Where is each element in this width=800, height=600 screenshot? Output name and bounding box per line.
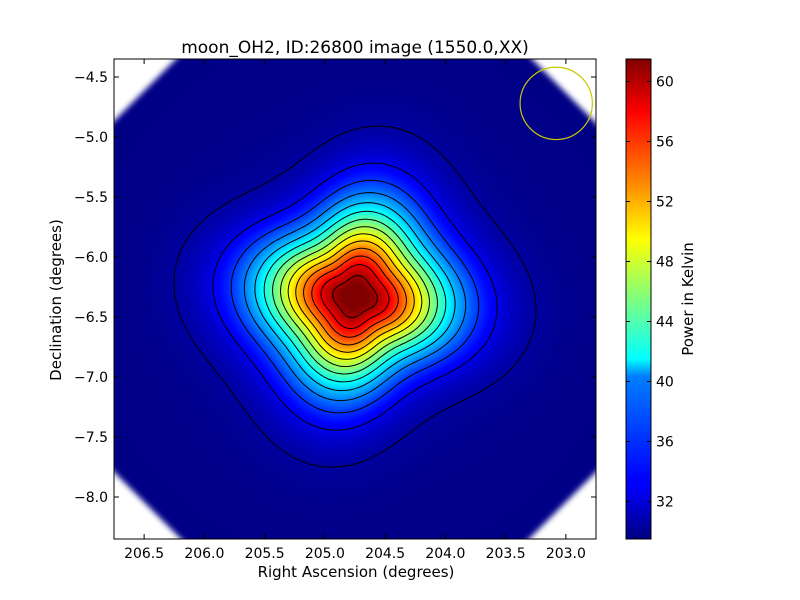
colorbar-ticks: 32 36 40 44 48 52 56 60 <box>626 75 674 511</box>
x-tick-label: 206.0 <box>184 546 224 562</box>
heatmap-image <box>114 59 596 539</box>
x-axis-ticks: 206.5 206.0 205.5 205.0 204.5 204.0 203.5 203.0 <box>124 59 586 562</box>
contour-line <box>272 218 438 375</box>
contour-line <box>303 247 407 346</box>
colorbar-tick-label: 60 <box>656 75 674 91</box>
y-tick-label: −5.0 <box>74 130 108 146</box>
mask-top-left <box>114 59 176 121</box>
y-tick-label: −6.5 <box>74 310 108 326</box>
x-tick-label: 204.5 <box>365 546 405 562</box>
contour-lines <box>173 125 537 468</box>
y-axis-ticks: −4.5 −5.0 −5.5 −6.0 −6.5 −7.0 −7.5 −8.0 <box>74 70 596 506</box>
mask-bottom-right <box>529 472 596 539</box>
contour-line <box>295 240 415 353</box>
x-tick-label: 205.0 <box>305 546 345 562</box>
mask-top-right <box>532 59 596 123</box>
beam-circle <box>519 66 593 141</box>
y-tick-label: −7.5 <box>74 430 108 446</box>
colorbar-tick-label: 52 <box>656 195 674 211</box>
contour-line <box>243 192 467 402</box>
contour-line <box>263 210 447 383</box>
chart-title: moon_OH2, ID:26800 image (1550.0,XX) <box>181 38 529 58</box>
colorbar-gradient <box>625 58 652 540</box>
plot-frame <box>113 58 597 540</box>
colorbar-tick-label: 32 <box>656 495 674 511</box>
masked-corners <box>114 59 596 539</box>
y-tick-label: −4.5 <box>74 70 108 86</box>
contour-line <box>332 275 378 319</box>
colorbar-tick-label: 44 <box>656 315 674 331</box>
mask-bottom-left <box>114 472 181 539</box>
y-tick-label: −5.5 <box>74 190 108 206</box>
colorbar-label: Power in Kelvin <box>679 242 697 356</box>
contour-line <box>230 179 480 414</box>
colorbar-tick-label: 48 <box>656 255 674 271</box>
contour-line <box>287 233 423 360</box>
contour-line <box>254 202 456 392</box>
contour-line <box>212 162 498 431</box>
colorbar-tick-label: 40 <box>656 375 674 391</box>
contour-line <box>311 255 399 338</box>
x-tick-label: 204.0 <box>425 546 465 562</box>
y-tick-label: −6.0 <box>74 250 108 266</box>
x-tick-label: 203.0 <box>546 546 586 562</box>
x-tick-label: 203.5 <box>486 546 526 562</box>
x-tick-label: 205.5 <box>245 546 285 562</box>
contour-line <box>320 264 390 329</box>
contour-line <box>279 226 431 367</box>
y-tick-label: −8.0 <box>74 490 108 506</box>
x-axis-label: Right Ascension (degrees) <box>258 563 455 581</box>
y-tick-label: −7.0 <box>74 370 108 386</box>
colorbar-tick-label: 36 <box>656 435 674 451</box>
colorbar: 32 36 40 44 48 52 56 60 Power in Kelvin <box>625 58 697 540</box>
y-axis-label: Declination (degrees) <box>47 219 65 381</box>
x-tick-label: 206.5 <box>124 546 164 562</box>
contour-line <box>173 125 537 468</box>
plot-area <box>114 59 596 539</box>
colorbar-tick-label: 56 <box>656 135 674 151</box>
